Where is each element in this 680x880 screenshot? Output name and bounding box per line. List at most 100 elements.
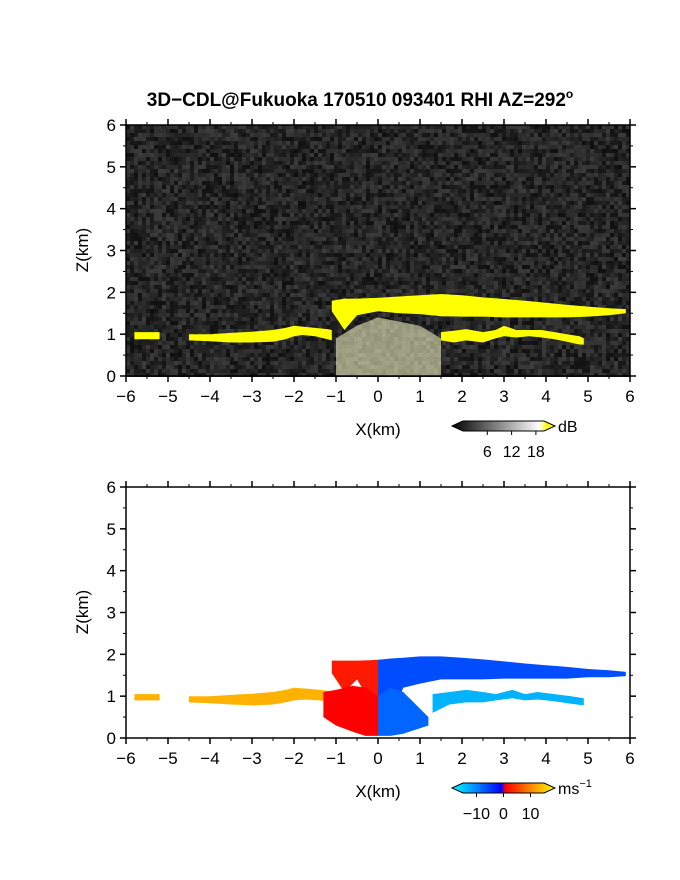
reflectivity-noise-cell bbox=[306, 189, 310, 193]
reflectivity-noise-cell bbox=[518, 249, 522, 253]
reflectivity-noise-cell bbox=[414, 265, 418, 269]
reflectivity-noise-cell bbox=[346, 165, 350, 169]
reflectivity-noise-cell bbox=[254, 225, 258, 229]
reflectivity-noise-cell bbox=[566, 189, 570, 193]
reflectivity-noise-cell bbox=[258, 137, 262, 141]
reflectivity-noise-cell bbox=[250, 133, 254, 137]
reflectivity-noise-cell bbox=[534, 241, 538, 245]
reflectivity-noise-cell bbox=[582, 197, 586, 201]
reflectivity-noise-cell bbox=[570, 233, 574, 237]
reflectivity-noise-cell bbox=[410, 233, 414, 237]
reflectivity-noise-cell bbox=[602, 221, 606, 225]
reflectivity-noise-cell bbox=[526, 137, 530, 141]
reflectivity-noise-cell bbox=[274, 129, 278, 133]
reflectivity-noise-cell bbox=[226, 165, 230, 169]
reflectivity-noise-cell bbox=[618, 237, 622, 241]
reflectivity-noise-cell bbox=[482, 161, 486, 165]
reflectivity-noise-cell bbox=[558, 201, 562, 205]
reflectivity-noise-cell bbox=[578, 177, 582, 181]
reflectivity-noise-cell bbox=[590, 185, 594, 189]
reflectivity-noise-cell bbox=[134, 173, 138, 177]
reflectivity-noise-cell bbox=[454, 145, 458, 149]
reflectivity-noise-cell bbox=[414, 269, 418, 273]
reflectivity-noise-cell bbox=[298, 253, 302, 257]
reflectivity-noise-cell bbox=[214, 225, 218, 229]
reflectivity-noise-cell bbox=[518, 145, 522, 149]
reflectivity-noise-cell bbox=[174, 209, 178, 213]
reflectivity-noise-cell bbox=[154, 277, 158, 281]
reflectivity-noise-cell bbox=[558, 161, 562, 165]
reflectivity-noise-cell bbox=[522, 137, 526, 141]
reflectivity-noise-cell bbox=[402, 153, 406, 157]
reflectivity-noise-cell bbox=[258, 165, 262, 169]
reflectivity-noise-cell bbox=[362, 277, 366, 281]
reflectivity-noise-cell bbox=[442, 185, 446, 189]
reflectivity-noise-cell bbox=[402, 217, 406, 221]
reflectivity-noise-cell bbox=[294, 245, 298, 249]
reflectivity-noise-cell bbox=[530, 141, 534, 145]
reflectivity-noise-cell bbox=[498, 245, 502, 249]
reflectivity-noise-cell bbox=[314, 217, 318, 221]
reflectivity-noise-cell bbox=[594, 217, 598, 221]
reflectivity-noise-cell bbox=[206, 185, 210, 189]
reflectivity-noise-cell bbox=[298, 189, 302, 193]
reflectivity-noise-cell bbox=[458, 201, 462, 205]
reflectivity-noise-cell bbox=[586, 249, 590, 253]
reflectivity-noise-cell bbox=[250, 277, 254, 281]
reflectivity-noise-cell bbox=[342, 269, 346, 273]
reflectivity-noise-cell bbox=[430, 221, 434, 225]
reflectivity-noise-cell bbox=[206, 153, 210, 157]
reflectivity-noise-cell bbox=[394, 217, 398, 221]
reflectivity-noise-cell bbox=[358, 209, 362, 213]
reflectivity-noise-cell bbox=[138, 185, 142, 189]
reflectivity-noise-cell bbox=[626, 273, 630, 277]
reflectivity-noise-cell bbox=[210, 265, 214, 269]
reflectivity-noise-cell bbox=[302, 281, 306, 285]
reflectivity-noise-cell bbox=[138, 261, 142, 265]
reflectivity-noise-cell bbox=[626, 169, 630, 173]
reflectivity-noise-cell bbox=[162, 221, 166, 225]
reflectivity-noise-cell bbox=[162, 133, 166, 137]
reflectivity-noise-cell bbox=[290, 193, 294, 197]
reflectivity-noise-cell bbox=[222, 241, 226, 245]
reflectivity-noise-cell bbox=[394, 129, 398, 133]
reflectivity-noise-cell bbox=[310, 281, 314, 285]
reflectivity-noise-cell bbox=[410, 161, 414, 165]
reflectivity-noise-cell bbox=[330, 241, 334, 245]
reflectivity-noise-cell bbox=[562, 233, 566, 237]
reflectivity-noise-cell bbox=[186, 253, 190, 257]
reflectivity-noise-cell bbox=[230, 169, 234, 173]
reflectivity-noise-cell bbox=[434, 233, 438, 237]
reflectivity-noise-cell bbox=[494, 197, 498, 201]
reflectivity-noise-cell bbox=[470, 241, 474, 245]
reflectivity-noise-cell bbox=[366, 161, 370, 165]
reflectivity-noise-cell bbox=[598, 213, 602, 217]
reflectivity-noise-cell bbox=[238, 149, 242, 153]
reflectivity-noise-cell bbox=[542, 249, 546, 253]
reflectivity-noise-cell bbox=[214, 133, 218, 137]
reflectivity-noise-cell bbox=[278, 201, 282, 205]
reflectivity-noise-cell bbox=[578, 253, 582, 257]
reflectivity-noise-cell bbox=[598, 225, 602, 229]
reflectivity-noise-cell bbox=[134, 281, 138, 285]
reflectivity-noise-cell bbox=[286, 189, 290, 193]
reflectivity-noise-cell bbox=[438, 241, 442, 245]
reflectivity-noise-cell bbox=[450, 201, 454, 205]
reflectivity-noise-cell bbox=[342, 273, 346, 277]
reflectivity-noise-cell bbox=[298, 209, 302, 213]
reflectivity-noise-cell bbox=[566, 221, 570, 225]
reflectivity-noise-cell bbox=[234, 161, 238, 165]
reflectivity-noise-cell bbox=[370, 145, 374, 149]
reflectivity-noise-cell bbox=[434, 245, 438, 249]
reflectivity-noise-cell bbox=[542, 269, 546, 273]
reflectivity-noise-cell bbox=[226, 137, 230, 141]
reflectivity-noise-cell bbox=[570, 133, 574, 137]
reflectivity-noise-cell bbox=[494, 125, 498, 129]
reflectivity-noise-cell bbox=[542, 129, 546, 133]
reflectivity-noise-cell bbox=[546, 129, 550, 133]
reflectivity-noise-cell bbox=[306, 265, 310, 269]
reflectivity-noise-cell bbox=[406, 133, 410, 137]
reflectivity-noise-cell bbox=[314, 281, 318, 285]
reflectivity-noise-cell bbox=[194, 193, 198, 197]
reflectivity-noise-cell bbox=[506, 257, 510, 261]
